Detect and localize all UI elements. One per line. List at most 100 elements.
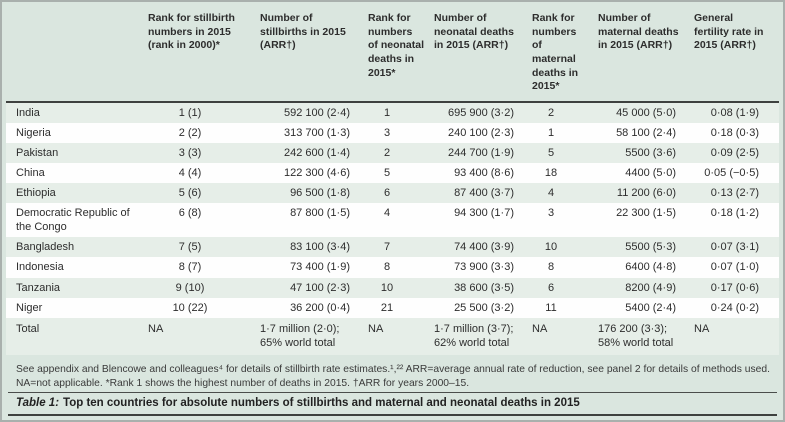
header-row: Rank for stillbirth numbers in 2015 (ran… [6,8,779,103]
cell: 3 (3) [178,147,202,159]
row-label: Tanzania [16,281,61,294]
cell: 0·07 (3·1) [710,241,759,254]
table-caption-label: Table 1: [16,396,60,409]
cell: 1 (1) [178,106,202,119]
cell: 592 100 (2·4) [283,106,350,119]
cell: 3 [547,207,555,220]
cell: 6 [383,187,391,200]
cell: 0·09 (2·5) [710,147,759,159]
cell: 122 300 (4·6) [283,167,350,180]
cell: 7 (5) [178,241,202,254]
cell: 8200 (4·9) [625,281,676,294]
col-header-number-maternal: Number of maternal deaths in 2015 (ARR†) [596,8,692,103]
table-row-total: Total NA 1·7 million (2·0); 65% world to… [6,317,779,355]
cell: 93 400 (8·6) [454,167,514,180]
col-header-number-stillbirths: Number of stillbirths in 2015 (ARR†) [258,8,366,103]
cell: 1·7 million (2·0); 65% world total [260,322,340,349]
cell: NA [148,322,164,335]
cell: 4 [547,187,555,200]
cell: 11 200 (6·0) [616,187,676,200]
cell: 45 000 (5·0) [616,106,676,119]
table-row-pakistan: Pakistan 3 (3) 242 600 (1·4) 2 244 700 (… [6,143,779,164]
row-label: Total [16,322,40,335]
cell: 47 100 (2·3) [290,281,350,294]
table-header: Rank for stillbirth numbers in 2015 (ran… [6,8,779,103]
cell: 94 300 (1·7) [454,207,514,220]
cell: 8 (7) [178,261,202,274]
cell: 8 [547,261,555,274]
cell: 87 400 (3·7) [454,187,514,200]
cell: 3 [383,126,391,139]
cell: 87 800 (1·5) [290,207,350,220]
cell: 242 600 (1·4) [283,147,350,159]
cell: 5 (6) [178,187,202,200]
cell: 11 [545,301,557,314]
col-header-rank-neonatal: Rank for numbers of neonatal deaths in 2… [366,8,432,103]
cell: 5500 (5·3) [625,241,676,254]
cell: 21 [380,301,394,314]
cell: 0·18 (1·2) [710,207,759,220]
cell: 2 (2) [178,126,202,139]
table-row-indonesia: Indonesia 8 (7) 73 400 (1·9) 8 73 900 (3… [6,257,779,278]
cell: 10 [380,281,394,294]
table-caption-text: Top ten countries for absolute numbers o… [63,396,580,409]
cell: 0·18 (0·3) [710,126,759,139]
table-row-bangladesh: Bangladesh 7 (5) 83 100 (3·4) 7 74 400 (… [6,237,779,258]
cell: 5400 (2·4) [625,301,676,314]
cell: 10 [544,241,558,254]
row-label: Bangladesh [16,241,75,254]
stillbirths-table: Rank for stillbirth numbers in 2015 (ran… [6,8,779,355]
cell: 18 [544,167,558,180]
cell: 2 [547,106,555,119]
cell: 9 (10) [175,281,205,294]
cell: 695 900 (3·2) [447,106,514,119]
cell: 0·05 (−0·5) [704,167,759,180]
cell: 1 [383,106,391,119]
table-row-nigeria: Nigeria 2 (2) 313 700 (1·3) 3 240 100 (2… [6,122,779,143]
cell: 240 100 (2·3) [447,126,514,139]
cell: 0·13 (2·7) [710,187,759,200]
cell: 244 700 (1·9) [447,147,514,159]
row-label: Democratic Republic of the Congo [16,207,130,234]
col-header-number-neonatal: Number of neonatal deaths in 2015 (ARR†) [432,8,530,103]
cell: NA [368,322,384,335]
table-row-ethiopia: Ethiopia 5 (6) 96 500 (1·8) 6 87 400 (3·… [6,183,779,204]
cell: 176 200 (3·3); 58% world total [598,322,674,349]
row-label: Ethiopia [16,187,56,200]
cell: NA [694,322,710,335]
row-label: Indonesia [16,261,64,274]
table-caption: Table 1: Top ten countries for absolute n… [8,391,777,416]
col-header-rank-maternal: Rank for numbers of maternal deaths in 2… [530,8,596,103]
table-body: India 1 (1) 592 100 (2·4) 1 695 900 (3·2… [6,101,779,355]
cell: 96 500 (1·8) [290,187,350,200]
cell: 73 900 (3·3) [454,261,514,274]
cell: 74 400 (3·9) [454,241,514,254]
row-label: China [16,167,45,180]
cell: 10 (22) [172,301,208,314]
cell: 83 100 (3·4) [290,241,350,254]
cell: 2 [383,147,391,159]
row-label: India [16,106,40,119]
cell: 313 700 (1·3) [283,126,350,139]
table-footnote: See appendix and Blencowe and colleagues… [16,363,770,390]
table-row-tanzania: Tanzania 9 (10) 47 100 (2·3) 10 38 600 (… [6,277,779,298]
cell: 0·07 (1·0) [710,261,759,274]
cell: 8 [383,261,391,274]
row-label: Nigeria [16,126,51,139]
table-row-drc: Democratic Republic of the Congo 6 (8) 8… [6,203,779,238]
cell: 1·7 million (3·7); 62% world total [434,322,514,349]
row-label: Pakistan [16,147,59,159]
cell: 36 200 (0·4) [290,301,350,314]
cell: 25 500 (3·2) [454,301,514,314]
cell: NA [532,322,548,335]
table-row-india: India 1 (1) 592 100 (2·4) 1 695 900 (3·2… [6,101,779,123]
cell: 1 [547,126,555,139]
row-label: Niger [16,301,43,314]
cell: 6 (8) [178,207,202,220]
cell: 4 [383,207,391,220]
cell: 0·08 (1·9) [710,106,759,119]
cell: 5 [383,167,391,180]
cell: 4 (4) [178,167,202,180]
cell: 6400 (4·8) [625,261,676,274]
